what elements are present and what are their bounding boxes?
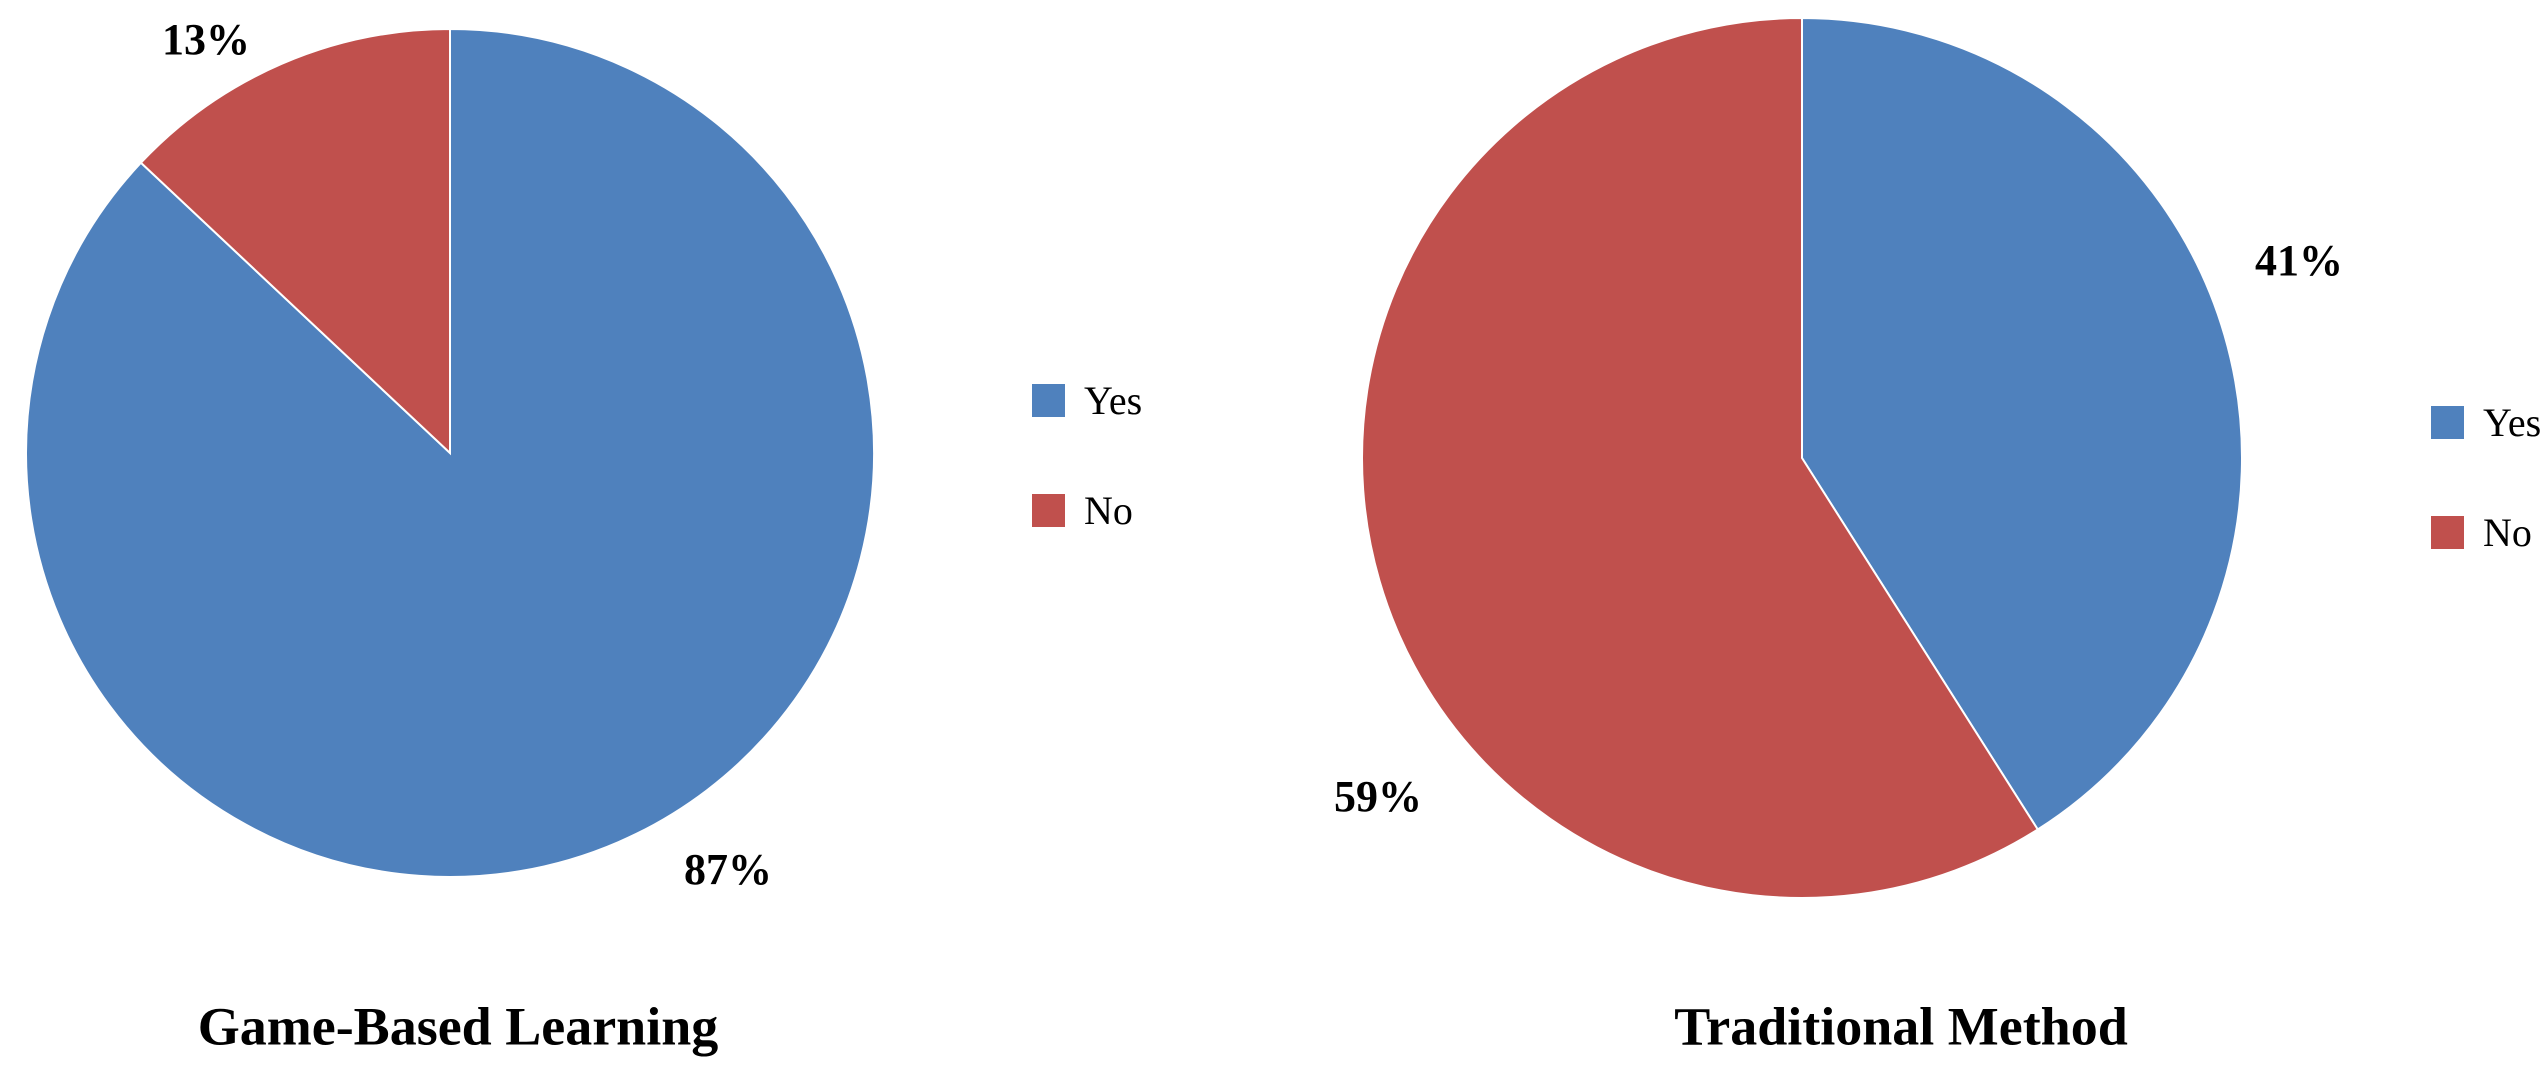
legend-swatch [1032,494,1065,527]
legend-swatch [2431,406,2464,439]
data-label: 13% [162,15,250,64]
legend-label: Yes [1084,378,1142,423]
legend-label: No [2483,510,2532,555]
chart-title: Game-Based Learning [198,996,719,1056]
data-label: 41% [2255,236,2343,285]
pie-slice [1801,16,2243,831]
legend-swatch [1032,384,1065,417]
pie-slice [1361,16,2040,899]
data-label: 87% [684,845,772,894]
legend-label: No [1084,488,1133,533]
legend-label: Yes [2483,400,2541,445]
data-label: 59% [1334,772,1422,821]
chart-title: Traditional Method [1674,996,2128,1056]
pie-slice [139,27,451,456]
legend-swatch [2431,516,2464,549]
